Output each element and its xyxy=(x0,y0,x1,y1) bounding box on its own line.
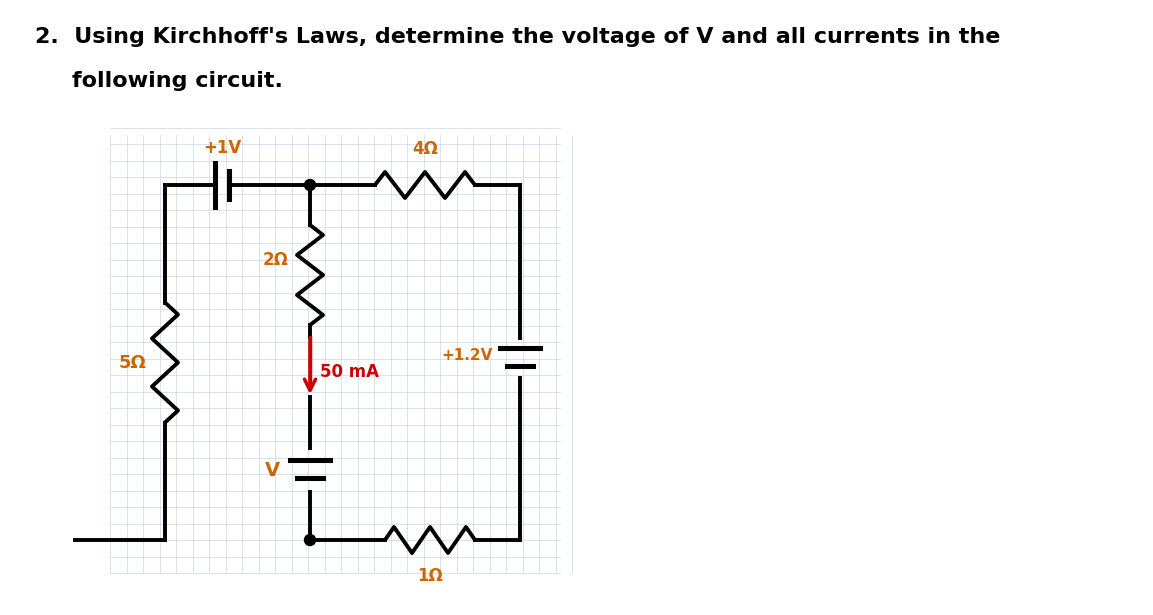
Text: following circuit.: following circuit. xyxy=(71,71,282,91)
Text: 2.  Using Kirchhoff's Laws, determine the voltage of V and all currents in the: 2. Using Kirchhoff's Laws, determine the… xyxy=(35,27,1001,47)
Text: 4Ω: 4Ω xyxy=(412,140,438,158)
Text: +1.2V: +1.2V xyxy=(442,348,493,363)
Text: 1Ω: 1Ω xyxy=(417,567,443,585)
Text: 2Ω: 2Ω xyxy=(262,251,288,269)
Text: 5Ω: 5Ω xyxy=(119,354,146,371)
Circle shape xyxy=(304,534,316,546)
Text: V: V xyxy=(265,461,280,480)
Text: +1V: +1V xyxy=(203,139,241,157)
Text: 50 mA: 50 mA xyxy=(321,363,379,381)
Circle shape xyxy=(304,180,316,191)
